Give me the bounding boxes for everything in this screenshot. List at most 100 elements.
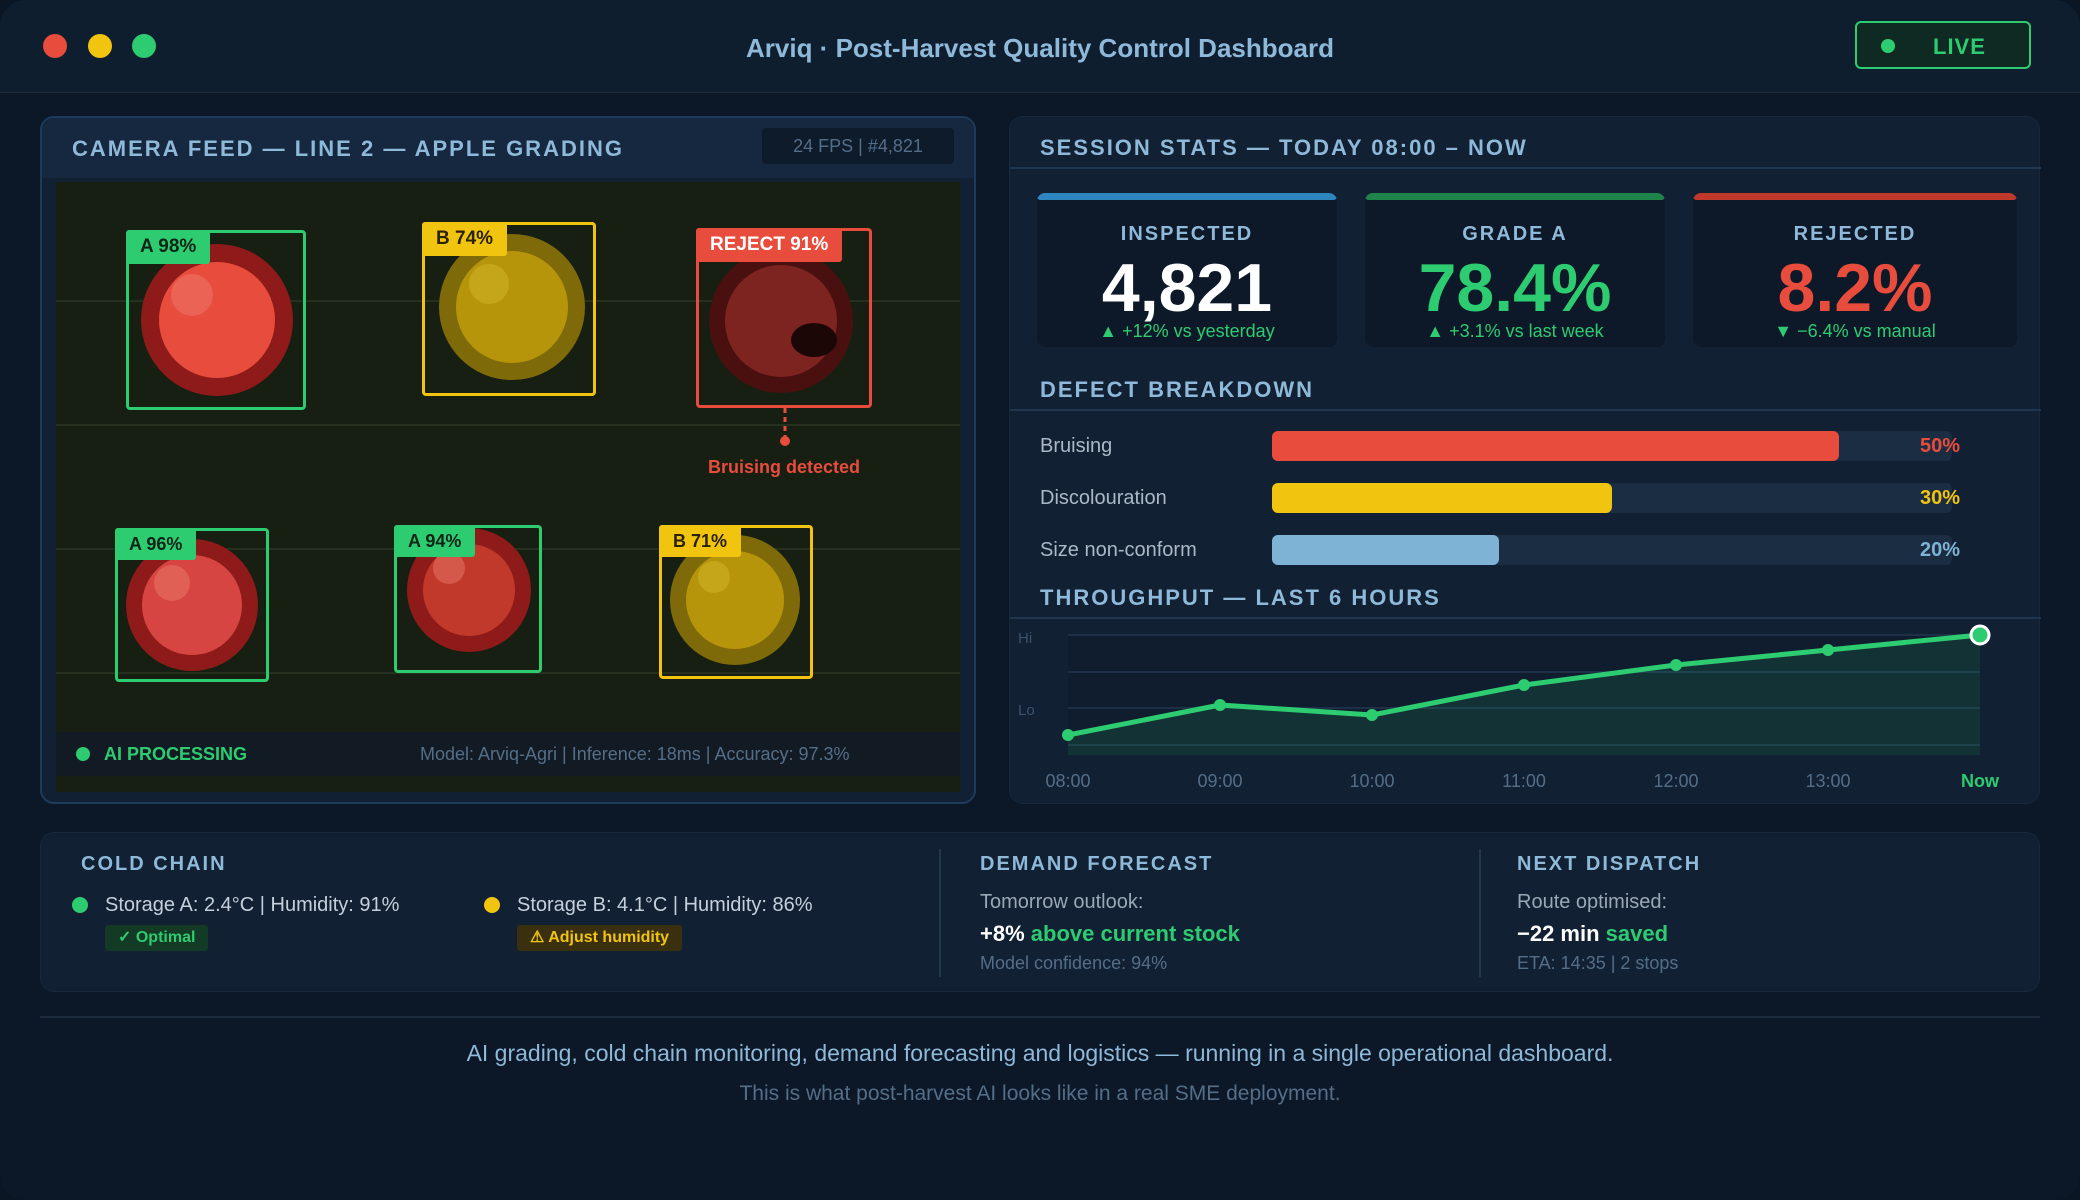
session-stats-panel: SESSION STATS — TODAY 08:00 – NOW INSPEC… xyxy=(1009,116,2041,804)
storage-b-status-badge: ⚠ Adjust humidity xyxy=(517,925,683,951)
chart-area-fill xyxy=(1068,635,1980,755)
divider xyxy=(1010,409,2041,411)
forecast-value-strong: +8% xyxy=(980,921,1025,946)
conveyor-line xyxy=(56,424,960,426)
apple xyxy=(407,528,531,652)
detection-box[interactable] xyxy=(422,222,596,396)
bruising-annotation: Bruising detected xyxy=(708,457,861,477)
apple xyxy=(439,234,585,380)
divider xyxy=(939,849,941,977)
defect-percent: 20% xyxy=(1920,539,1961,561)
dispatch-value-rest: saved xyxy=(1605,921,1669,946)
grade-a-card: GRADE A 78.4% ▲ +3.1% vs last week xyxy=(1365,193,1665,347)
window-title: Arviq · Post-Harvest Quality Control Das… xyxy=(746,33,1334,63)
storage-a-status-badge: ✓ Optimal xyxy=(105,925,209,951)
live-dot-icon xyxy=(1881,39,1895,53)
card-value: 4,821 xyxy=(1101,250,1273,326)
chart-x-tick-label: Now xyxy=(1961,771,2000,791)
defect-label: Discolouration xyxy=(1040,487,1167,509)
throughput-chart: Hi Lo 08:00 09:00 10:00 11:00 12:00 13:00 Now xyxy=(1018,624,2000,791)
defect-label: Bruising xyxy=(1040,435,1113,457)
operations-panel: COLD CHAIN Storage A: 2.4°C | Humidity: … xyxy=(40,832,2040,992)
card-accent-bar xyxy=(1037,193,1337,200)
camera-feed-title: CAMERA FEED — LINE 2 — APPLE GRADING xyxy=(72,136,624,161)
throughput-title: THROUGHPUT — LAST 6 HOURS xyxy=(1040,585,1441,610)
defect-percent: 30% xyxy=(1920,487,1961,509)
chart-y-tick-label: Lo xyxy=(1018,702,1035,719)
ai-status-dot-icon xyxy=(76,747,90,761)
defect-bar-fill xyxy=(1272,431,1839,461)
storage-a-reading: Storage A: 2.4°C | Humidity: 91% xyxy=(105,894,400,916)
next-dispatch-title: NEXT DISPATCH xyxy=(1517,853,1702,875)
card-label: INSPECTED xyxy=(1120,223,1254,245)
session-stats-title: SESSION STATS — TODAY 08:00 – NOW xyxy=(1040,135,1528,160)
defect-bar-track xyxy=(1272,431,1952,461)
chart-x-tick-label: 12:00 xyxy=(1653,771,1698,791)
chart-x-tick-label: 08:00 xyxy=(1045,771,1090,791)
inspected-card: INSPECTED 4,821 ▲ +12% vs yesterday xyxy=(1037,193,1337,347)
title-bar: Arviq · Post-Harvest Quality Control Das… xyxy=(0,0,2080,93)
minimize-window-button[interactable] xyxy=(88,34,112,58)
forecast-value-rest: above current stock xyxy=(1030,921,1240,946)
ai-status-bar: AI PROCESSING Model: Arviq-Agri | Infere… xyxy=(56,732,960,776)
ai-status-label: AI PROCESSING xyxy=(104,744,248,764)
card-delta: ▲ +12% vs yesterday xyxy=(1099,321,1275,341)
maximize-window-button[interactable] xyxy=(132,34,156,58)
detection-label: B 74% xyxy=(422,222,508,256)
detection-label: A 98% xyxy=(126,230,211,264)
live-label: LIVE xyxy=(1933,34,1986,59)
defect-bar-fill xyxy=(1272,535,1499,565)
model-info: Model: Arviq-Agri | Inference: 18ms | Ac… xyxy=(420,744,850,764)
card-accent-bar xyxy=(1693,193,2017,200)
chart-x-tick-label: 10:00 xyxy=(1349,771,1394,791)
live-indicator[interactable]: LIVE xyxy=(1855,21,2031,69)
forecast-value: +8% above current stock xyxy=(980,921,1240,947)
defect-bar-track xyxy=(1272,483,1952,513)
chart-x-tick-label: 13:00 xyxy=(1805,771,1850,791)
demand-forecast-title: DEMAND FORECAST xyxy=(980,853,1214,875)
card-value: 78.4% xyxy=(1418,250,1612,326)
apple xyxy=(141,244,293,396)
status-dot-icon xyxy=(484,897,500,913)
divider xyxy=(1010,617,2041,619)
dispatch-value: −22 min saved xyxy=(1517,921,1668,947)
divider xyxy=(1010,167,2041,169)
detection-label: B 71% xyxy=(659,525,742,557)
chart-point xyxy=(1670,659,1682,671)
camera-feed-view[interactable]: A 98% B 74% REJECT 91% Bruising detected xyxy=(56,182,960,792)
defect-percent: 50% xyxy=(1920,435,1961,457)
chart-x-tick-label: 09:00 xyxy=(1197,771,1242,791)
apple xyxy=(126,539,258,671)
storage-b-reading: Storage B: 4.1°C | Humidity: 86% xyxy=(517,894,813,916)
forecast-confidence: Model confidence: 94% xyxy=(980,953,1168,973)
card-value: 8.2% xyxy=(1777,250,1933,326)
dispatch-eta: ETA: 14:35 | 2 stops xyxy=(1517,953,1679,973)
chart-point xyxy=(1822,644,1834,656)
footer-divider xyxy=(40,1016,2040,1018)
defect-label: Size non-conform xyxy=(1040,539,1197,561)
detection-label: A 96% xyxy=(115,528,197,560)
card-accent-bar xyxy=(1365,193,1665,200)
divider xyxy=(1479,849,1481,977)
fps-badge: 24 FPS | #4,821 xyxy=(762,128,954,164)
conveyor-line xyxy=(56,672,960,674)
chart-point-current xyxy=(1969,624,1991,646)
detection-box[interactable] xyxy=(126,230,306,410)
forecast-label: Tomorrow outlook: xyxy=(980,891,1144,913)
card-delta: ▲ +3.1% vs last week xyxy=(1426,321,1604,341)
card-label: GRADE A xyxy=(1462,223,1568,245)
defect-bar-track xyxy=(1272,535,1952,565)
detection-label: REJECT 91% xyxy=(696,228,843,262)
dispatch-value-strong: −22 min xyxy=(1517,921,1600,946)
footer-tagline: AI grading, cold chain monitoring, deman… xyxy=(466,1040,1614,1066)
chart-y-tick-label: Hi xyxy=(1018,630,1032,647)
apple xyxy=(709,249,853,393)
card-label: REJECTED xyxy=(1793,223,1917,245)
rejected-card: REJECTED 8.2% ▼ −6.4% vs manual xyxy=(1693,193,2017,347)
camera-feed-header: CAMERA FEED — LINE 2 — APPLE GRADING 24 … xyxy=(42,118,974,178)
annotation-leader-line xyxy=(780,408,790,446)
chart-point xyxy=(1062,729,1074,741)
chart-point xyxy=(1518,679,1530,691)
close-window-button[interactable] xyxy=(43,34,67,58)
